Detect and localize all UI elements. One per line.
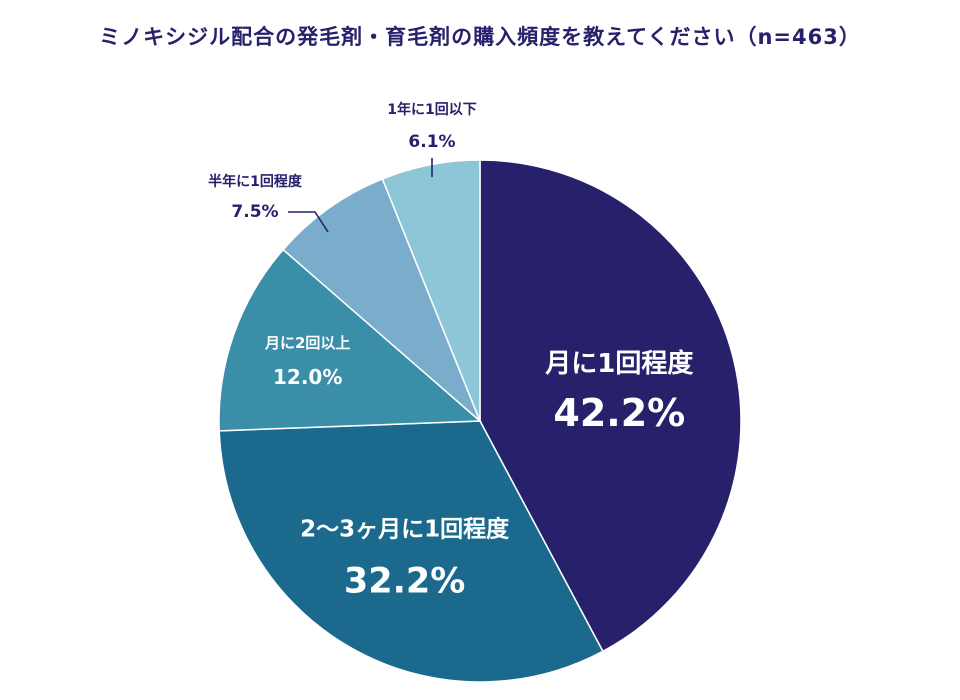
slice-value-label: 12.0% — [273, 365, 342, 389]
leader-line — [288, 211, 329, 233]
slice-label: 1年に1回以下 — [387, 101, 476, 118]
slice-value-label: 42.2% — [553, 391, 685, 435]
slice-value-label: 6.1% — [408, 132, 455, 152]
slice-label: 半年に1回程度 — [208, 173, 303, 190]
pie-slices — [218, 159, 742, 683]
pie-slice — [479, 159, 742, 653]
pie-slice — [218, 248, 482, 432]
slice-label: 2〜3ヶ月に1回程度 — [300, 515, 510, 542]
chart-title: ミノキシジル配合の発毛剤・育毛剤の購入頻度を教えてください（n=463） — [99, 25, 861, 49]
pie-slice — [282, 177, 481, 422]
slice-label: 月に2回以上 — [264, 334, 350, 352]
pie-slice — [381, 159, 481, 422]
slice-label: 月に1回程度 — [544, 348, 693, 379]
pie-slice — [218, 420, 604, 683]
slice-value-label: 32.2% — [344, 561, 465, 601]
slice-value-label: 7.5% — [231, 202, 278, 222]
pie-labels: 月に1回程度 42.2% 2〜3ヶ月に1回程度 32.2% 月に2回以上 12.0% 半年に… — [208, 101, 693, 601]
